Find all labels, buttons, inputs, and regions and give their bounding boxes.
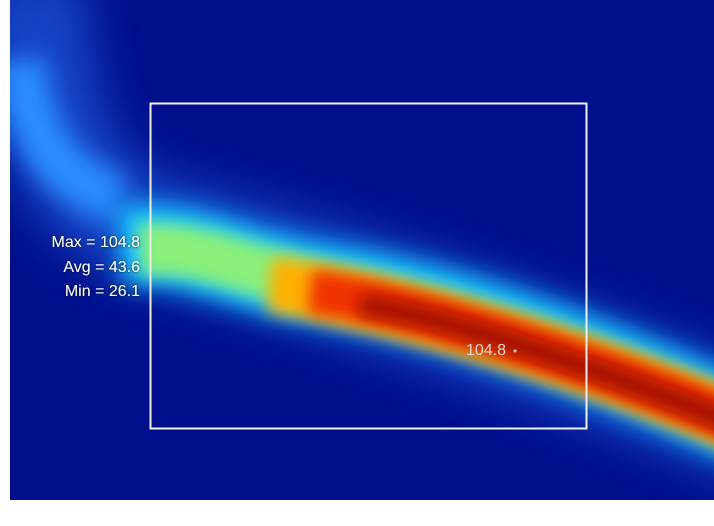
heat-core (358, 294, 714, 428)
measurement-box (149, 102, 588, 430)
heat-blob (10, 56, 129, 224)
thermal-image (10, 0, 714, 500)
stat-min: Min = 26.1 (65, 283, 140, 300)
stat-max: Max = 104.8 (52, 234, 141, 251)
stat-avg: Avg = 43.6 (63, 259, 140, 276)
hotspot-label: 104.8 (466, 342, 506, 359)
stats: Max = 104.8 Avg = 43.6 Min = 26.1 (52, 234, 141, 300)
hotspot-marker (513, 349, 517, 353)
